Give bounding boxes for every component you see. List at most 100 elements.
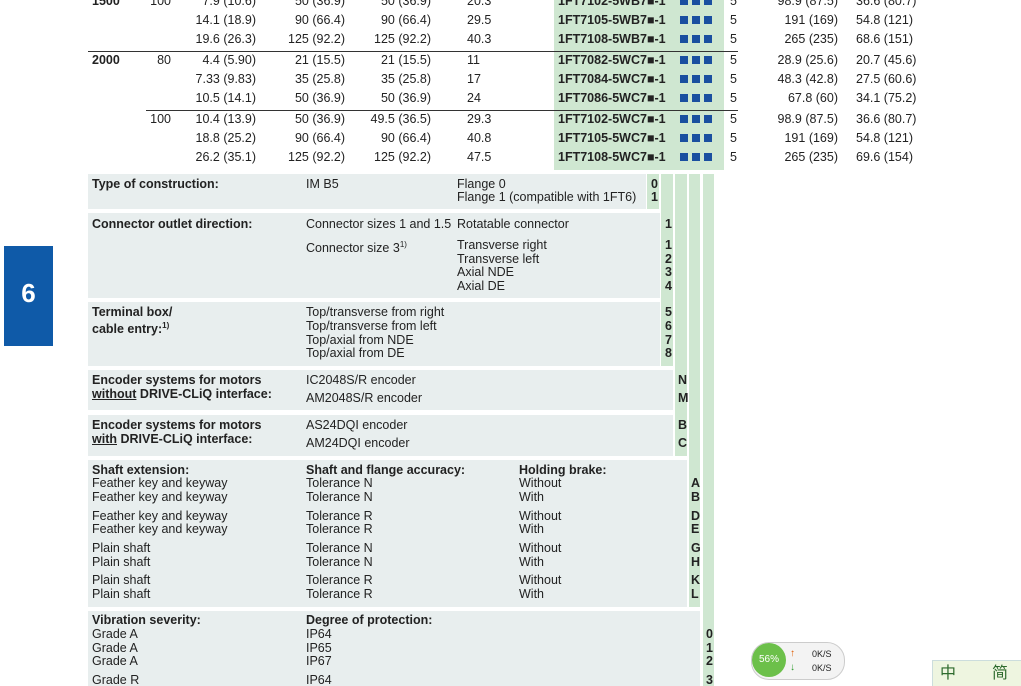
option-code: 0: [651, 177, 658, 191]
table-cell: 49.5 (36.5): [370, 112, 431, 126]
table-cell: 125 (92.2): [374, 150, 431, 164]
table-cell: 98.9 (87.5): [777, 0, 838, 8]
section-label: Encoder systems for motors: [92, 373, 262, 387]
section-box: [88, 174, 646, 209]
table-cell: 69.6 (154): [856, 150, 913, 164]
table-cell: 14.1 (18.9): [195, 13, 256, 27]
option-square: [680, 0, 688, 5]
column-header: Degree of protection:: [306, 613, 433, 627]
table-cell: 5: [730, 72, 737, 86]
option-text: Rotatable connector: [457, 217, 569, 231]
table-cell: 90 (66.4): [294, 13, 345, 27]
text-segment: 1): [399, 240, 407, 249]
arrow-up: ↑: [790, 648, 795, 659]
order-code: 1FT7102-5WC7■-1: [558, 112, 666, 126]
section-label: without DRIVE-CLiQ interface:: [92, 387, 272, 401]
text-segment: Terminal box/: [92, 305, 173, 319]
option-code: 1: [706, 641, 713, 655]
table-cell: 265 (235): [784, 150, 838, 164]
option-text: Top/transverse from left: [306, 319, 437, 333]
section-label: Encoder systems for motors: [92, 418, 262, 432]
table-cell: 40.8: [467, 131, 492, 145]
chapter-tab: [4, 246, 53, 346]
chapter-number: 6: [21, 278, 36, 308]
table-cell: 54.8 (121): [856, 131, 913, 145]
section-label: Terminal box/: [92, 305, 172, 319]
table-cell: 48.3 (42.8): [777, 72, 838, 86]
section-box: [88, 370, 673, 410]
section-label: Connector outlet direction:: [92, 217, 252, 231]
option-square: [692, 153, 700, 161]
table-cell: 90 (66.4): [380, 13, 431, 27]
section-box: [88, 611, 700, 686]
rule: [146, 110, 738, 111]
text-segment: Connector outlet direction:: [92, 217, 253, 231]
option-square: [692, 35, 700, 43]
option-text: With: [519, 587, 544, 601]
order-code: 1FT7108-5WC7■-1: [558, 150, 666, 164]
option-text: Tolerance R: [306, 522, 373, 536]
percent: 56%: [758, 654, 779, 665]
option-text: Feather key and keyway: [92, 490, 228, 504]
option-square: [704, 153, 712, 161]
table-cell: 20.7 (45.6): [856, 53, 917, 67]
table-cell: 68.6 (151): [856, 32, 913, 46]
option-text: With: [519, 555, 544, 569]
option-text: AM2048S/R encoder: [306, 391, 423, 405]
option-square: [680, 153, 688, 161]
option-square: [692, 115, 700, 123]
option-code: 0: [706, 627, 713, 641]
table-cell: 100: [150, 0, 171, 8]
section-box: [88, 213, 660, 298]
option-text: With: [519, 490, 544, 504]
table-cell: 35 (25.8): [380, 72, 431, 86]
table-cell: 24: [467, 91, 481, 105]
speed-circle: [752, 643, 786, 677]
option-text: Top/transverse from right: [306, 305, 445, 319]
section-box: [88, 460, 687, 607]
option-square: [704, 56, 712, 64]
table-cell: 11: [467, 53, 480, 67]
option-code: H: [691, 555, 701, 569]
text-segment: DRIVE-CLiQ interface:: [136, 386, 272, 401]
table-cell: 18.8 (25.2): [195, 131, 256, 145]
table-cell: 125 (92.2): [374, 32, 431, 46]
option-square: [680, 75, 688, 83]
option-text: Plain shaft: [92, 541, 151, 555]
option-text: Top/axial from NDE: [306, 333, 414, 347]
option-text: Tolerance N: [306, 541, 373, 555]
table-cell: 5: [730, 112, 737, 126]
option-square: [704, 134, 712, 142]
toolbar-button[interactable]: 中: [940, 665, 957, 682]
order-code: 1FT7108-5WB7■-1: [558, 32, 666, 46]
table-cell: 28.9 (25.6): [777, 53, 838, 67]
option-text: Plain shaft: [92, 573, 151, 587]
table-cell: 7.33 (9.83): [195, 72, 256, 86]
table-cell: 47.5: [467, 150, 492, 164]
option-square: [692, 56, 700, 64]
option-square: [692, 0, 700, 5]
option-text: IM B5: [306, 177, 339, 191]
option-text: Plain shaft: [92, 587, 151, 601]
toolbar-button[interactable]: 简: [992, 665, 1009, 682]
table-cell: 20.3: [467, 0, 492, 8]
option-text: IP67: [306, 654, 332, 668]
option-square: [704, 115, 712, 123]
arrow-down: ↓: [790, 662, 795, 673]
option-square: [692, 134, 700, 142]
order-code: 1FT7086-5WC7■-1: [558, 91, 666, 105]
table-cell: 27.5 (60.6): [856, 72, 917, 86]
option-text: Grade R: [92, 673, 140, 686]
order-code: 1FT7105-5WC7■-1: [558, 131, 666, 145]
table-cell: 19.6 (26.3): [195, 32, 256, 46]
section-box: [88, 415, 673, 456]
order-code: 1FT7102-5WB7■-1: [558, 0, 666, 8]
order-code: 1FT7084-5WC7■-1: [558, 72, 666, 86]
option-text: With: [519, 522, 544, 536]
option-code: N: [678, 373, 688, 387]
table-cell: 67.8 (60): [787, 91, 838, 105]
section-label: cable entry:1): [92, 319, 169, 336]
option-code: 2: [706, 654, 713, 668]
download-speed: 0K/S: [812, 663, 832, 673]
